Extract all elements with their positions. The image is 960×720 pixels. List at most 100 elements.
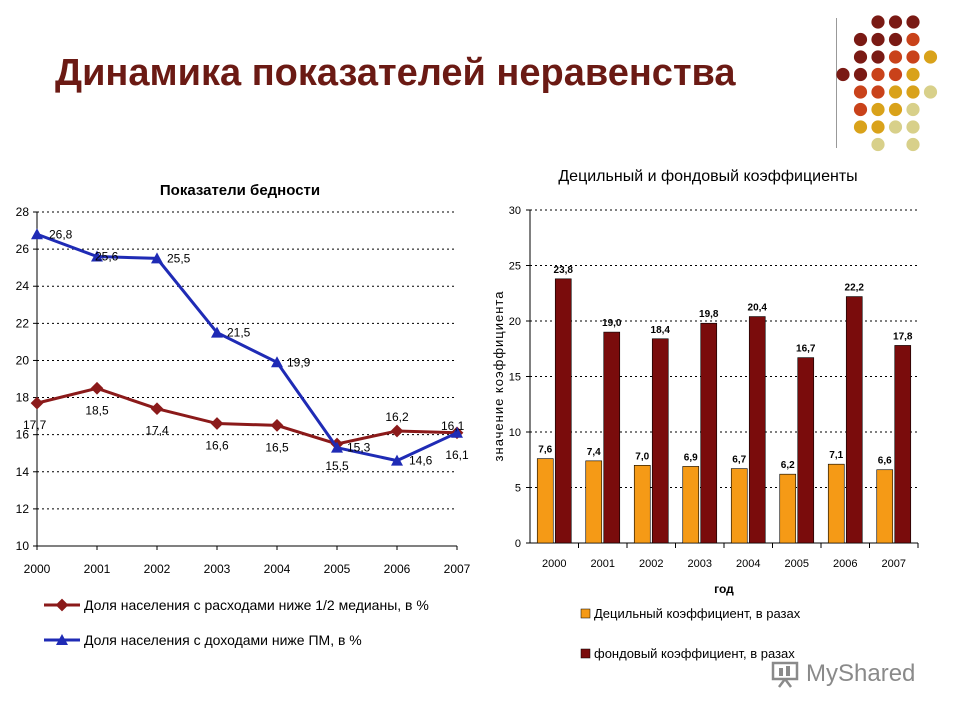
data-point-triangle [151,252,163,264]
data-label: 22,2 [845,283,865,294]
data-point-triangle [271,356,283,368]
bar-decile [536,458,554,544]
y-tick-label: 22 [16,316,30,330]
data-label: 14,6 [409,454,433,468]
y-tick-label: 30 [509,205,521,217]
data-label: 18,4 [651,325,671,336]
x-tick-label: 2000 [542,558,566,570]
y-tick-label: 20 [509,316,521,328]
bar-fund [700,322,718,544]
data-label: 21,5 [227,326,251,340]
x-tick-label: 2004 [736,558,760,570]
data-label: 23,8 [554,265,574,276]
data-label: 6,9 [684,452,698,463]
data-label: 25,6 [95,250,119,264]
y-tick-label: 28 [16,205,30,219]
bar-decile [876,469,894,544]
y-axis-label: значение коэффициента [491,291,506,462]
y-tick-label: 10 [509,427,521,439]
data-label: 6,7 [732,455,746,466]
y-tick-label: 16 [16,428,30,442]
data-label: 26,8 [49,227,73,241]
bar-fund [603,331,621,544]
data-label: 7,0 [635,451,649,462]
legend-swatch [580,608,591,619]
y-tick-label: 5 [515,483,521,495]
data-label: 25,5 [167,251,191,265]
data-label: 20,4 [748,303,768,314]
slide-title: Динамика показателей неравенства [55,52,736,94]
line-chart-title: Показатели бедности [160,182,320,199]
bar-fund [894,345,912,544]
data-point-triangle [31,228,43,240]
data-label: 16,1 [441,419,465,433]
data-label: 19,9 [287,355,311,369]
data-point-diamond [30,396,44,410]
watermark-text: MyShared [806,660,916,687]
data-label: 17,7 [23,418,47,432]
data-label: 16,5 [265,440,289,454]
x-tick-label: 2007 [444,562,471,576]
bar-decile [827,463,845,544]
legend-label: фондовый коэффициент, в разах [594,646,795,661]
bar-decile [585,460,603,544]
y-tick-label: 26 [16,242,30,256]
series-line-income [36,232,458,463]
x-tick-label: 2001 [591,558,615,570]
bar-fund [845,296,863,544]
x-tick-label: 2004 [264,562,291,576]
x-tick-label: 2000 [24,562,51,576]
data-label: 16,2 [385,410,409,424]
data-point-triangle [91,250,103,262]
decorative-divider [836,18,837,148]
legend-label: Доля населения с расходами ниже 1/2 меди… [84,597,429,613]
y-tick-label: 20 [16,353,30,367]
data-label: 19,0 [602,318,622,329]
data-label: 16,6 [205,439,229,453]
bar-decile [779,473,797,544]
data-point-diamond [150,402,164,416]
x-tick-label: 2005 [785,558,809,570]
y-tick-label: 25 [509,261,521,273]
data-label: 6,6 [878,456,892,467]
data-label: 19,8 [699,309,719,320]
y-tick-label: 12 [16,502,30,516]
x-tick-label: 2006 [384,562,411,576]
presentation-icon [771,661,799,688]
x-tick-label: 2006 [833,558,857,570]
x-tick-label: 2005 [324,562,351,576]
x-tick-label: 2002 [639,558,663,570]
bar-decile [682,466,700,544]
data-point-diamond [210,417,224,430]
data-point-triangle [331,441,343,453]
data-label: 7,1 [829,450,843,461]
data-label: 6,2 [781,460,795,471]
bar-fund [651,338,669,544]
data-label: 7,6 [538,445,552,456]
x-tick-label: 2002 [144,562,171,576]
y-tick-label: 15 [509,372,521,384]
legend-label: Децильный коэффициент, в разах [594,606,801,621]
bar-chart-title: Децильный и фондовый коэффициенты [558,168,857,185]
data-point-diamond [90,381,104,395]
data-label: 17,4 [145,424,169,438]
watermark: MyShared [770,656,915,692]
bar-fund [748,316,766,544]
x-tick-label: 2003 [204,562,231,576]
legend-marker-triangle [56,634,68,645]
bar-fund [797,357,815,544]
y-tick-label: 10 [16,539,30,553]
x-tick-label: 2001 [84,562,111,576]
data-label: 16,7 [796,344,816,355]
data-point-triangle [391,454,403,466]
legend-swatch [580,648,591,659]
x-tick-label: 2003 [688,558,712,570]
x-tick-label: 2007 [882,558,906,570]
data-point-diamond [270,419,284,432]
data-point-diamond [390,424,404,438]
y-tick-label: 18 [16,391,30,405]
series-line-expenses [36,386,458,446]
data-point-triangle [451,426,463,438]
